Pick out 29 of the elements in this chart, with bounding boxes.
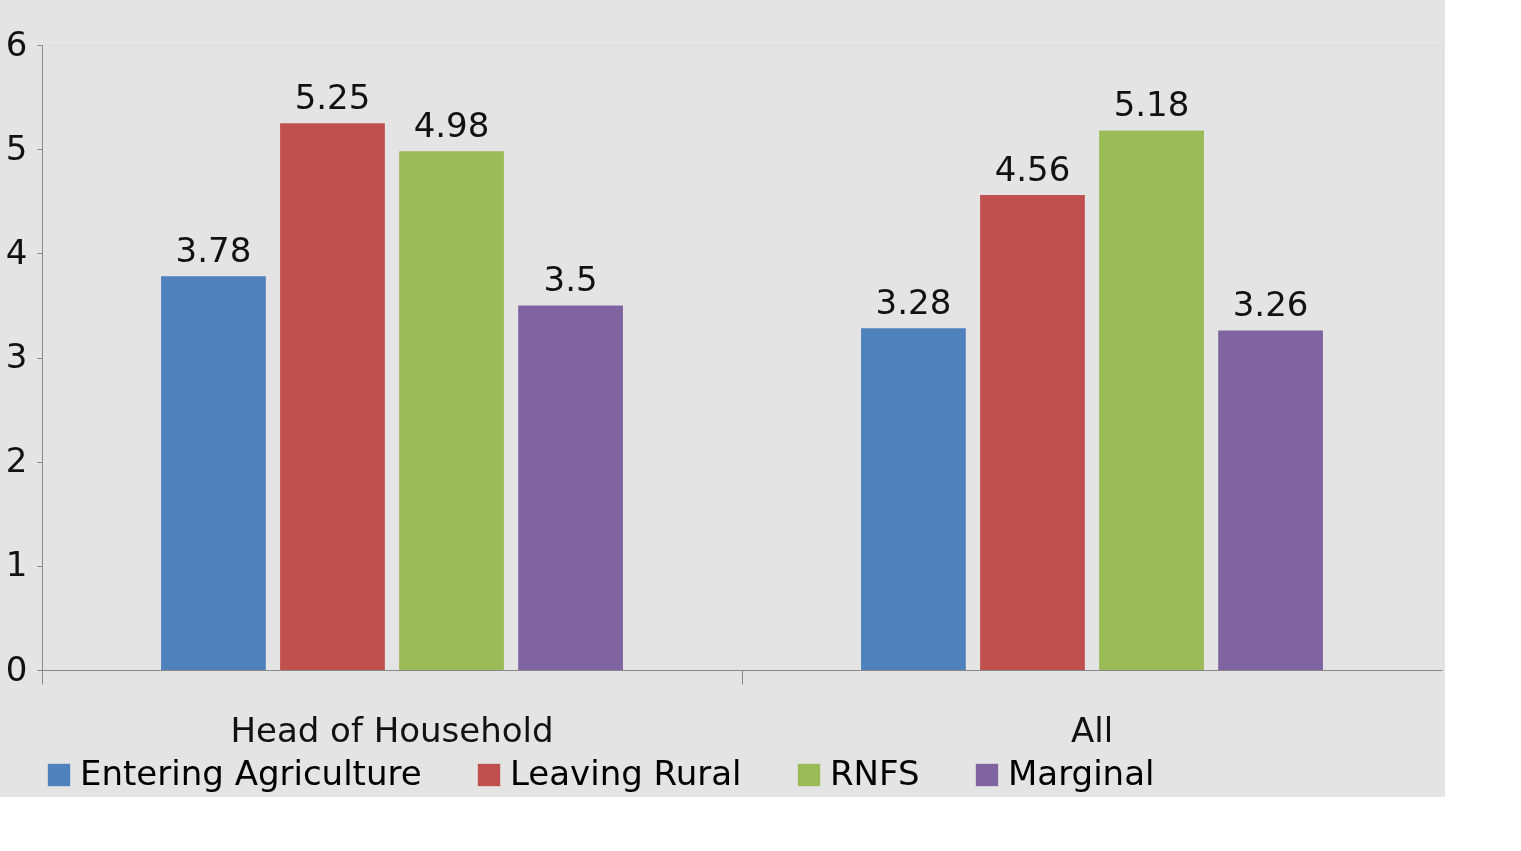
bar <box>980 195 1085 670</box>
data-label: 3.5 <box>543 259 598 300</box>
y-tick-label: 3 <box>5 336 28 376</box>
legend-label: Marginal <box>1008 753 1155 793</box>
data-label: 5.18 <box>1113 84 1190 125</box>
legend-label: Entering Agriculture <box>80 753 422 793</box>
y-tick-label: 6 <box>5 23 28 64</box>
legend-label: Leaving Rural <box>510 753 742 793</box>
data-label: 4.56 <box>994 149 1071 189</box>
bar <box>1099 130 1204 670</box>
y-tick-label: 0 <box>5 648 28 689</box>
bar <box>518 305 623 670</box>
y-tick-label: 1 <box>5 544 28 585</box>
data-label: 3.28 <box>875 282 952 323</box>
data-label: 4.98 <box>413 105 490 146</box>
y-tick-label: 2 <box>5 440 28 481</box>
bar <box>399 151 504 670</box>
x-tick-label: All <box>1070 709 1114 750</box>
y-tick-label: 4 <box>5 231 28 272</box>
y-tick-label: 5 <box>5 127 28 168</box>
bar <box>861 328 966 670</box>
bar <box>1218 330 1323 670</box>
legend-label: RNFS <box>830 753 920 793</box>
data-label: 3.26 <box>1232 284 1309 325</box>
data-label: 5.25 <box>294 77 371 118</box>
bar <box>280 123 385 670</box>
x-tick-label: Head of Household <box>230 709 554 750</box>
bar <box>161 276 266 670</box>
data-label: 3.78 <box>175 230 252 271</box>
